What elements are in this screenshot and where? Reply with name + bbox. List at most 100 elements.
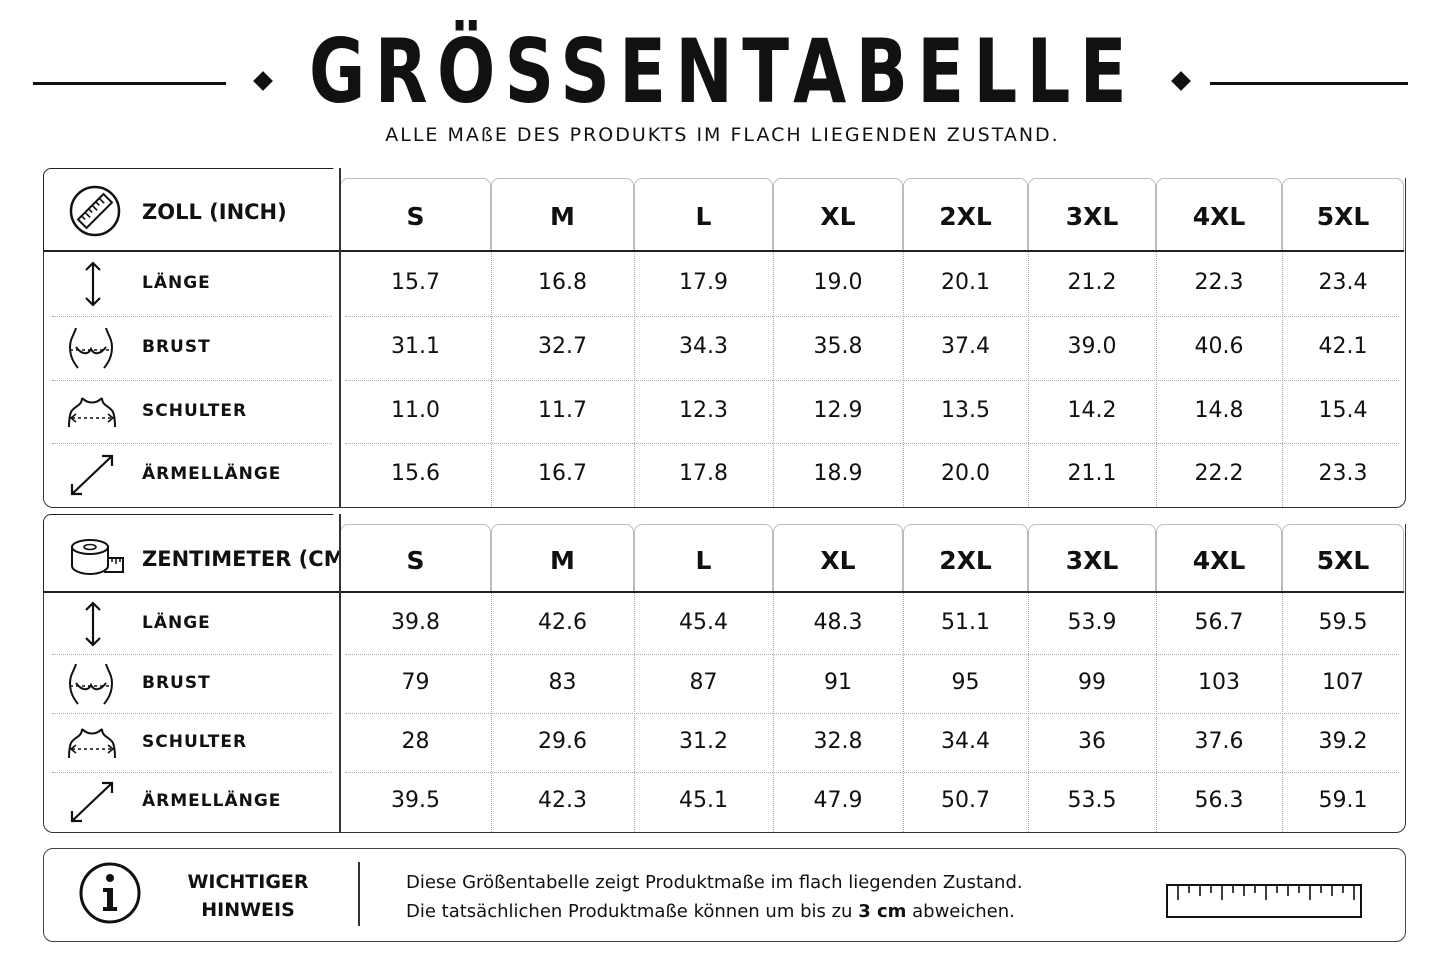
value-cell: 16.7 [538,461,587,486]
value-cell: 47.9 [813,788,863,813]
inch_table-unit-label: ZOLL (INCH) [142,200,287,224]
cm_table-row-divider [345,772,1399,773]
page-title: GRÖSSENTABELLE [309,20,1136,123]
value-cell: 34.3 [679,334,728,359]
note-text-line1: Diese Größentabelle zeigt Produktmaße im… [406,872,1023,893]
value-cell: 45.1 [679,788,728,813]
inch_table-col-divider [491,252,492,507]
value-cell: 11.0 [391,397,440,423]
sleeve-arrow-icon [68,779,116,830]
value-cell: 12.9 [813,397,863,423]
important-note [43,848,1406,942]
cm_table-row-divider [345,654,1399,655]
cm_table-row-divider [52,772,332,773]
cm_table-row-divider [52,713,332,714]
value-cell: 31.2 [679,728,728,754]
value-cell: 19.0 [813,270,863,295]
inch_table-row-divider [52,443,332,444]
size-header-4xl: 4XL [1156,524,1282,592]
cm_table-unit-label: ZENTIMETER (CM) [142,547,355,571]
shoulder-icon [66,725,118,766]
value-cell: 56.3 [1194,788,1244,813]
chest-icon [66,325,116,376]
cm_table-label-divider [339,514,341,832]
ruler-badge-icon [68,184,122,243]
value-cell: 21.1 [1067,461,1117,486]
inch_table-col-divider [1028,252,1029,507]
cm_table-row-label: LÄNGE [142,612,211,633]
value-cell: 22.2 [1194,461,1244,486]
value-cell: 15.6 [391,461,440,486]
inch_table-col-divider [634,252,635,507]
value-cell: 56.7 [1194,609,1244,635]
value-cell: 99 [1078,669,1106,695]
size-header-4xl: 4XL [1156,178,1282,251]
size-header-s: S [340,178,491,251]
value-cell: 48.3 [813,609,863,635]
value-cell: 32.7 [538,334,587,359]
tape-measure-icon [68,536,126,585]
value-cell: 79 [401,669,430,695]
cm_table-col-divider [1282,593,1283,832]
note-title: WICHTIGER HINWEIS [170,868,326,924]
value-cell: 31.1 [391,334,440,359]
note-title-line1: WICHTIGER [187,871,309,893]
inch_table-col-divider [773,252,774,507]
value-cell: 23.3 [1318,461,1368,486]
value-cell: 15.4 [1318,397,1368,423]
value-cell: 37.4 [941,334,990,359]
value-cell: 59.1 [1318,788,1368,813]
value-cell: 20.0 [941,461,990,486]
value-cell: 14.2 [1067,397,1117,423]
value-cell: 11.7 [538,397,587,423]
value-cell: 42.6 [538,609,587,635]
value-cell: 35.8 [813,334,863,359]
value-cell: 53.9 [1067,609,1117,635]
cm_table-col-divider [1028,593,1029,832]
value-cell: 18.9 [813,461,863,486]
value-cell: 39.8 [391,609,440,635]
cm_table-col-divider [1156,593,1157,832]
cm_table-row-label: BRUST [142,672,211,693]
value-cell: 39.5 [391,788,440,813]
value-cell: 28 [401,728,430,754]
size-header-xl: XL [773,178,903,251]
value-cell: 36 [1078,728,1106,754]
info-icon [78,861,142,925]
value-cell: 42.3 [538,788,587,813]
value-cell: 83 [548,669,577,695]
length-arrow-icon [78,600,108,653]
value-cell: 21.2 [1067,270,1117,295]
value-cell: 59.5 [1318,609,1368,635]
size-header-3xl: 3XL [1028,524,1156,592]
cm_table-row-label: ÄRMELLÄNGE [142,791,282,811]
sleeve-arrow-icon [68,452,116,503]
inch_table-col-divider [1282,252,1283,507]
value-cell: 14.8 [1194,397,1244,423]
note-text: Diese Größentabelle zeigt Produktmaße im… [406,868,1023,926]
cm_table-header-rule [43,591,1404,593]
value-cell: 40.6 [1194,334,1244,359]
value-cell: 34.4 [941,728,990,754]
cm_table-col-divider [903,593,904,832]
value-cell: 13.5 [941,397,990,423]
size-header-5xl: 5XL [1282,178,1404,251]
header-rule-right [1210,82,1408,85]
chest-icon [66,661,116,712]
inch_table-row-label: SCHULTER [142,400,248,421]
value-cell: 87 [689,669,718,695]
cm_table-col-divider [491,593,492,832]
value-cell: 37.6 [1194,728,1244,754]
inch_table-col-divider [903,252,904,507]
inch_table-row-divider [52,380,332,381]
note-divider [358,862,360,926]
note-text-line2-a: Die tatsächlichen Produktmaße können um … [406,901,859,922]
inch_table-row-divider [345,380,1399,381]
inch_table-row-divider [345,443,1399,444]
cm_table-row-divider [345,713,1399,714]
value-cell: 23.4 [1318,270,1368,295]
value-cell: 12.3 [679,397,728,423]
value-cell: 39.0 [1067,334,1117,359]
cm_table-row-label: SCHULTER [142,731,248,752]
value-cell: 107 [1322,669,1364,695]
